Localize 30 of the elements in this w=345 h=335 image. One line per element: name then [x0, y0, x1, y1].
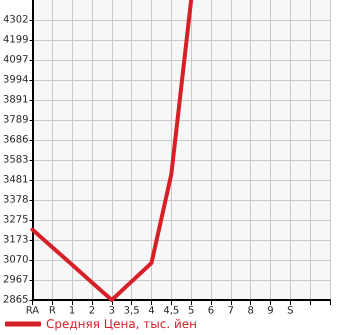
- y-tick-label: 3378: [2, 194, 28, 206]
- x-tick-label: RA: [26, 306, 40, 316]
- x-tick-label: 2: [88, 306, 96, 316]
- y-tick-label: 2865: [2, 294, 28, 306]
- x-tick-label: 1: [68, 306, 76, 316]
- y-tick-label: 3686: [2, 134, 28, 146]
- y-tick-label: 3789: [2, 114, 28, 126]
- y-tick-label: 3481: [2, 174, 28, 186]
- y-tick-label: 3891: [2, 94, 28, 106]
- y-tick-label: 3583: [2, 154, 28, 166]
- x-tick-label: 7: [228, 306, 234, 316]
- x-tick-label: S: [287, 306, 294, 316]
- y-tick-label: 2967: [2, 274, 28, 286]
- y-tick-label: 4199: [2, 34, 28, 46]
- x-tick-label: 9: [267, 306, 274, 316]
- y-tick-label: 3070: [2, 254, 28, 266]
- x-tick-label: R: [48, 306, 56, 316]
- x-tick-label: 3,5: [124, 306, 140, 316]
- y-tick-label: 4302: [2, 14, 28, 26]
- y-tick-label: 4097: [2, 54, 28, 66]
- x-tick-label: 6: [208, 306, 214, 316]
- x-tick-label: 4: [148, 306, 155, 316]
- y-tick-label: 3994: [2, 74, 28, 86]
- y-tick-label: 3173: [2, 234, 28, 246]
- legend-label: Средняя Цена, тыс. йен: [46, 317, 198, 331]
- x-tick-label: 8: [247, 306, 254, 316]
- x-tick-label: 5: [188, 306, 194, 316]
- x-tick-label: 3: [108, 306, 115, 316]
- x-tick-label: 4,5: [163, 306, 180, 316]
- y-tick-label: 3275: [2, 214, 28, 226]
